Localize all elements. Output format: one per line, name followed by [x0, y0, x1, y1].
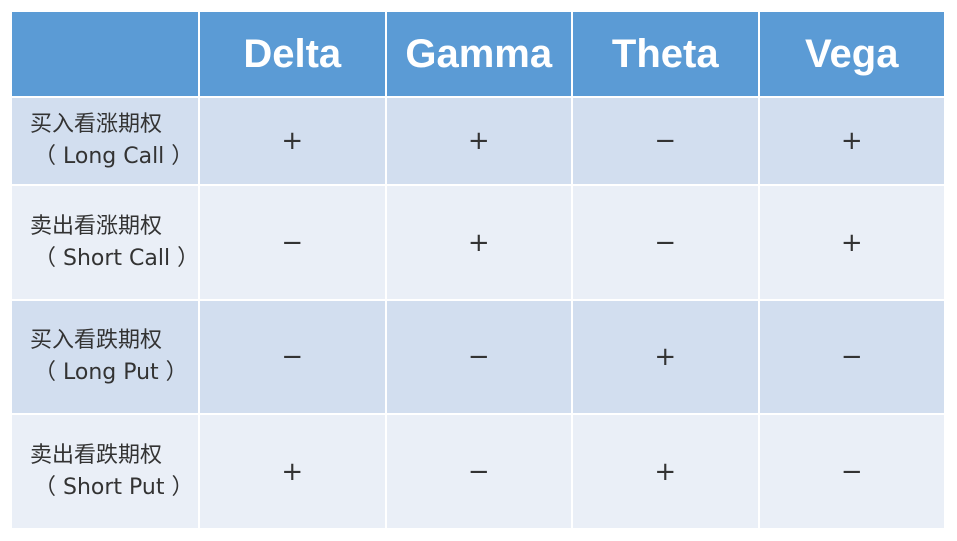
theta-sign: + [573, 300, 758, 414]
header-corner-cell [12, 12, 198, 96]
vega-sign: + [759, 186, 944, 299]
gamma-sign: + [386, 186, 571, 299]
row-label-en: （ Short Call ） [34, 245, 200, 271]
header-vega: Vega [759, 12, 944, 96]
row-label-en: （ Long Call ） [34, 144, 194, 170]
vega-sign: − [759, 300, 944, 414]
delta-sign: + [200, 98, 385, 185]
row-label-en: （ Long Put ） [34, 360, 188, 386]
gamma-sign: + [386, 98, 571, 185]
header-theta: Theta [573, 12, 758, 96]
vega-sign: + [759, 98, 944, 185]
delta-sign: − [200, 186, 385, 299]
gamma-sign: − [386, 300, 571, 414]
row-label-cn: 卖出看涨期权 [30, 213, 163, 239]
gamma-sign: − [386, 415, 571, 528]
vega-sign: − [759, 415, 944, 528]
delta-sign: − [200, 300, 385, 414]
row-label: 卖出看涨期权 （ Short Call ） [12, 186, 200, 299]
delta-sign: + [200, 415, 385, 528]
row-label-cn: 卖出看跌期权 [30, 442, 163, 468]
header-delta: Delta [200, 12, 385, 96]
table-row-long-put: 买入看跌期权 （ Long Put ） − − + − [12, 300, 944, 414]
theta-sign: − [573, 98, 758, 185]
row-label: 买入看跌期权 （ Long Put ） [12, 300, 198, 414]
row-label: 卖出看跌期权 （ Short Put ） [12, 415, 198, 528]
header-row: Delta Gamma Theta Vega [12, 12, 944, 96]
row-label-cn: 买入看涨期权 [30, 112, 163, 138]
theta-sign: − [573, 186, 758, 299]
row-label-en: （ Short Put ） [34, 474, 194, 500]
row-label-cn: 买入看跌期权 [30, 328, 163, 354]
greeks-table-container: Delta Gamma Theta Vega 买入看涨期权 （ Long Cal… [10, 10, 946, 530]
theta-sign: + [573, 415, 758, 528]
table-row-short-call: 卖出看涨期权 （ Short Call ） − + − + [12, 186, 944, 299]
row-label: 买入看涨期权 （ Long Call ） [12, 98, 198, 185]
table-row-long-call: 买入看涨期权 （ Long Call ） + + − + [12, 98, 944, 185]
header-gamma: Gamma [386, 12, 571, 96]
option-greeks-table: Delta Gamma Theta Vega 买入看涨期权 （ Long Cal… [10, 10, 946, 530]
table-row-short-put: 卖出看跌期权 （ Short Put ） + − + − [12, 415, 944, 528]
